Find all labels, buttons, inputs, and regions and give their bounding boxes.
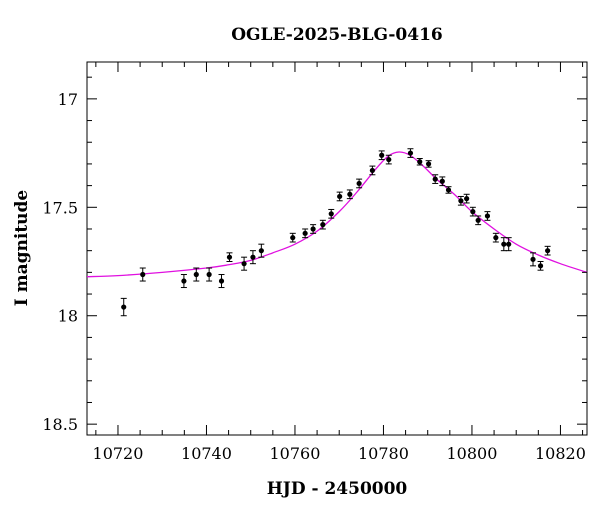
data-point	[537, 263, 544, 269]
data-point-group	[425, 160, 432, 168]
data-point-group	[416, 158, 423, 166]
data-point-group	[530, 252, 537, 267]
data-point-group	[492, 232, 499, 243]
y-tick-label: 18.5	[42, 415, 78, 434]
data-point-group	[484, 211, 491, 221]
data-point	[445, 187, 452, 193]
data-point-group	[544, 245, 551, 256]
data-point-group	[328, 208, 335, 219]
data-point	[258, 248, 264, 254]
data-point-group	[310, 224, 317, 234]
data-point	[121, 304, 127, 310]
data-point-group	[445, 186, 452, 194]
data-point-group	[505, 237, 512, 252]
data-point	[302, 230, 308, 236]
data-point-group	[369, 165, 376, 176]
data-point-group	[289, 232, 296, 243]
data-point	[458, 198, 464, 204]
model-layer	[86, 151, 588, 278]
data-point	[432, 176, 438, 182]
data-point	[193, 271, 199, 278]
data-point	[470, 209, 476, 215]
data-point-group	[469, 206, 476, 217]
data-point	[310, 226, 316, 232]
data-point	[475, 217, 481, 223]
x-axis-label: HJD - 2450000	[267, 479, 408, 499]
data-point-group	[319, 219, 326, 230]
data-point-group	[249, 250, 256, 265]
y-tick-label: 18	[58, 307, 78, 326]
data-point-group	[120, 297, 127, 317]
data-point	[140, 271, 146, 278]
x-tick-label: 10740	[181, 444, 232, 463]
plot-area: 10720 10740 10760 10780 10800 10820 17 17.5 18 18…	[42, 61, 588, 463]
chart-title: OGLE-2025-BLG-0416	[231, 25, 443, 45]
data-point	[356, 180, 362, 187]
data-point	[545, 248, 551, 254]
data-point-group	[537, 261, 544, 271]
data-point-group	[432, 174, 439, 184]
data-point-group	[206, 267, 213, 282]
data-point-group	[336, 191, 343, 202]
data-point	[530, 256, 536, 262]
data-point	[506, 241, 512, 247]
data-point	[386, 156, 392, 163]
x-tick-label: 10820	[535, 444, 586, 463]
data-point	[484, 213, 491, 219]
data-point-group	[241, 256, 248, 271]
data-point	[218, 278, 225, 284]
data-point-group	[439, 176, 446, 187]
data-point-group	[346, 189, 353, 200]
ticks-layer: 10720 10740 10760 10780 10800 10820 17 17.5 18 18…	[42, 62, 587, 463]
plot-frame	[86, 61, 588, 436]
data-point	[181, 278, 187, 284]
data-point-group	[139, 267, 146, 282]
data-point-group	[378, 150, 385, 161]
x-tick-label: 10720	[93, 444, 144, 463]
y-axis-label: I magnitude	[12, 190, 32, 307]
data-point	[250, 254, 256, 260]
data-point	[328, 211, 334, 217]
data-point-group	[407, 148, 414, 158]
data-point	[347, 191, 353, 197]
data-point	[501, 241, 507, 247]
data-point	[320, 222, 326, 228]
data-point	[417, 159, 423, 165]
y-tick-label: 17.5	[42, 198, 78, 217]
data-point-group	[457, 195, 464, 206]
x-tick-label: 10780	[358, 444, 409, 463]
data-point-group	[463, 193, 470, 204]
data-point-group	[180, 274, 187, 289]
data-point	[290, 235, 296, 241]
data-point	[226, 254, 233, 260]
data-point	[379, 152, 385, 158]
data-point	[241, 261, 247, 267]
data-point-group	[302, 228, 309, 239]
data-point	[425, 161, 432, 167]
x-tick-label: 10800	[447, 444, 498, 463]
data-point	[439, 178, 445, 184]
data-point-group	[356, 178, 363, 189]
y-tick-label: 17	[58, 90, 78, 109]
x-tick-label: 10760	[270, 444, 321, 463]
data-points-layer	[120, 148, 551, 317]
data-point-group	[500, 237, 507, 252]
data-point-group	[385, 154, 392, 165]
data-point-group	[226, 252, 233, 263]
data-point	[407, 150, 414, 156]
data-point	[493, 235, 499, 241]
data-point	[337, 193, 343, 200]
data-point-group	[193, 267, 200, 282]
data-point-group	[475, 215, 482, 226]
data-point	[206, 271, 212, 278]
data-point-group	[218, 274, 225, 289]
data-point	[464, 196, 470, 202]
data-point	[369, 167, 375, 174]
model-curve	[86, 151, 588, 278]
data-point-group	[258, 243, 265, 258]
